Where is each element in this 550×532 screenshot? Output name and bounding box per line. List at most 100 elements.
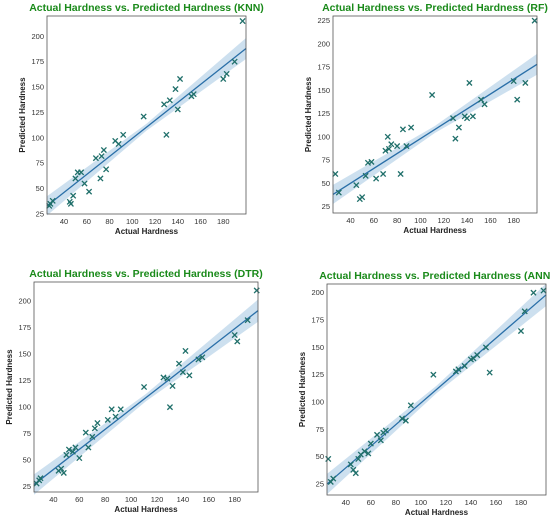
y-axis-label: Predicted Hardness [298,351,307,427]
data-point [531,17,538,24]
data-point [380,170,387,178]
data-point [481,101,488,108]
data-point [373,175,380,182]
data-point [161,101,168,108]
y-tick-label: 150 [18,350,31,359]
data-point [530,289,537,296]
y-tick-label: 75 [322,156,330,165]
data-point [182,347,189,354]
data-point [58,465,65,472]
x-tick-label: 160 [203,495,216,504]
data-point [231,58,238,65]
y-tick-label: 175 [18,323,31,332]
x-tick-label: 180 [217,217,230,226]
regression-line [33,310,259,486]
x-tick-label: 120 [151,495,164,504]
data-point [60,469,67,476]
y-tick-label: 100 [311,398,324,407]
y-tick-label: 125 [31,108,44,117]
chart-title: Actual Hardness vs. Predicted Hardness (… [29,268,262,280]
x-tick-label: 180 [515,498,528,507]
data-point [522,79,529,86]
data-point [94,420,101,427]
x-tick-label: 120 [437,216,450,225]
x-tick-label: 40 [49,495,57,504]
data-point [195,356,202,363]
data-point [330,475,337,482]
y-tick-label: 175 [31,57,44,66]
data-point [477,96,485,103]
data-point [397,170,404,178]
data-point [517,327,525,335]
data-point [104,416,111,423]
x-tick-label: 60 [83,217,91,226]
data-point [220,75,227,83]
y-tick-label: 50 [23,456,31,465]
panel-rf: Actual Hardness vs. Predicted Hardness (… [275,0,550,245]
data-point [388,141,395,148]
x-tick-label: 80 [105,217,113,226]
x-tick-label: 120 [440,498,453,507]
data-point [82,429,89,436]
data-point [140,383,148,391]
y-tick-label: 75 [316,425,324,434]
data-point [540,287,547,294]
y-tick-label: 175 [317,63,330,72]
data-point [92,155,99,162]
data-point [199,354,206,361]
data-point [49,197,56,204]
data-point [361,448,368,455]
x-tick-label: 160 [490,498,503,507]
y-tick-label: 50 [322,179,330,188]
y-tick-label: 50 [316,452,324,461]
y-tick-label: 200 [311,288,324,297]
data-point [190,91,197,98]
y-tick-label: 225 [317,16,330,25]
chart-dtr: Actual Hardness vs. Predicted Hardness (… [5,268,263,514]
data-point [69,448,76,455]
y-tick-label: 100 [317,132,330,141]
y-tick-label: 125 [311,370,324,379]
x-tick-label: 40 [60,217,68,226]
y-axis-label: Predicted Hardness [5,349,14,425]
data-point [399,126,407,133]
chart-knn: Actual Hardness vs. Predicted Hardness (… [18,2,264,236]
data-point [175,360,183,367]
x-tick-label: 80 [392,498,400,507]
chart-rf: Actual Hardness vs. Predicted Hardness (… [304,2,548,235]
data-point [407,402,414,409]
data-point [166,97,173,104]
data-point [325,455,332,462]
y-tick-label: 200 [31,32,44,41]
plot-frame [332,15,538,214]
data-point [179,369,186,376]
x-tick-label: 100 [126,217,139,226]
data-point [176,75,184,83]
x-tick-label: 120 [149,217,162,226]
y-tick-label: 100 [31,133,44,142]
data-point [72,175,79,182]
data-point [394,143,401,150]
x-tick-label: 160 [194,217,207,226]
data-point [352,470,359,477]
data-point [463,115,471,122]
x-tick-label: 80 [101,495,109,504]
data-point [461,362,468,370]
x-tick-label: 60 [367,498,375,507]
data-point [65,446,73,453]
y-tick-label: 150 [311,343,324,352]
chart-ann: Actual Hardness vs. Predicted Hardness (… [298,270,550,517]
data-point [450,115,457,122]
y-axis-label: Predicted Hardness [18,77,27,153]
data-point [514,96,521,103]
data-point [172,86,179,93]
data-point [455,124,462,131]
panel-knn: Actual Hardness vs. Predicted Hardness (… [0,0,275,245]
regression-line [332,63,538,195]
data-point [385,145,393,152]
data-point [120,131,127,138]
data-point [362,172,369,179]
panel-ann: Actual Hardness vs. Predicted Hardness (… [275,262,550,527]
data-point [81,180,88,187]
y-tick-label: 25 [322,202,330,211]
